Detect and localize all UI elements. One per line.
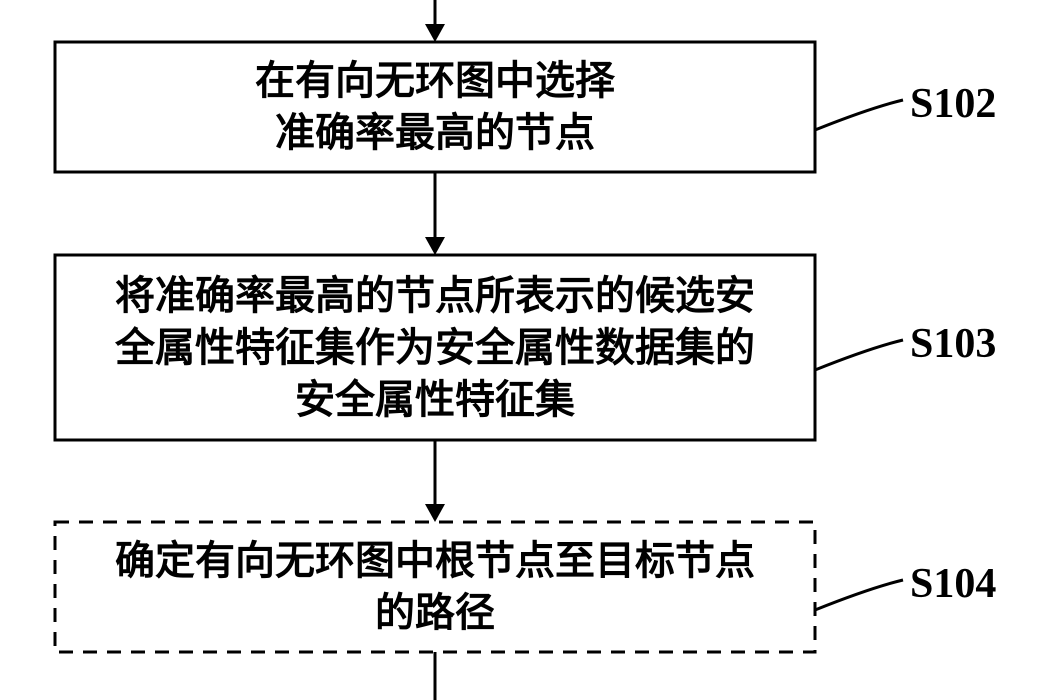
step-label-s102: S102 (910, 80, 996, 128)
flow-step-s102-line2: 准确率最高的节点 (55, 107, 815, 159)
flow-step-s102-line1: 在有向无环图中选择 (55, 55, 815, 107)
flowchart-canvas: 在有向无环图中选择 准确率最高的节点 将准确率最高的节点所表示的候选安 全属性特… (0, 0, 1050, 700)
flow-step-s103-line2: 全属性特征集作为安全属性数据集的 (55, 322, 815, 374)
flow-step-s104-line2: 的路径 (55, 587, 815, 639)
flow-step-s104-line1: 确定有向无环图中根节点至目标节点 (55, 535, 815, 587)
flow-step-s103-line1: 将准确率最高的节点所表示的候选安 (55, 270, 815, 322)
flow-step-s102: 在有向无环图中选择 准确率最高的节点 (55, 42, 815, 172)
step-label-s103: S103 (910, 320, 996, 368)
flow-step-s103: 将准确率最高的节点所表示的候选安 全属性特征集作为安全属性数据集的 安全属性特征… (55, 255, 815, 440)
flow-step-s103-line3: 安全属性特征集 (55, 374, 815, 426)
step-label-s104: S104 (910, 560, 996, 608)
flow-step-s104: 确定有向无环图中根节点至目标节点 的路径 (55, 522, 815, 652)
